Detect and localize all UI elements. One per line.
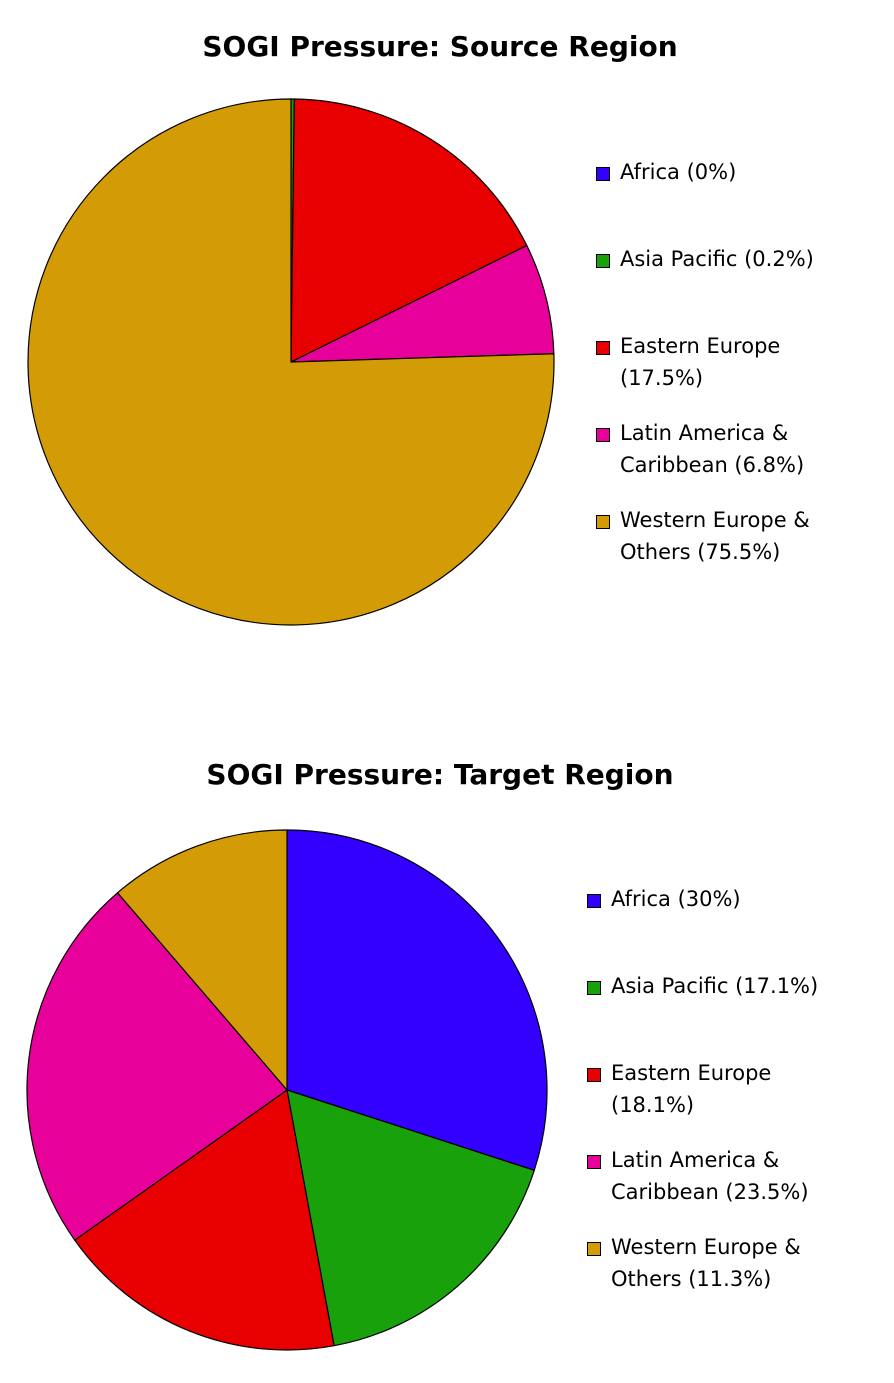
chart-title: SOGI Pressure: Source Region <box>202 30 678 63</box>
legend-swatch <box>596 428 610 442</box>
legend-swatch <box>587 894 601 908</box>
legend-swatch <box>587 1068 601 1082</box>
legend-label: Latin America & Caribbean (23.5%) <box>611 1148 809 1204</box>
pie-slice <box>290 244 555 363</box>
legend-swatch <box>596 167 610 181</box>
pie-slice <box>26 892 288 1241</box>
pie-slice <box>116 829 288 1091</box>
legend-swatch <box>587 981 601 995</box>
pie-slice <box>27 98 555 626</box>
pie-slice <box>286 1089 535 1347</box>
source-region-chart: SOGI Pressure: Source Region Africa (0%)… <box>0 0 894 680</box>
legend-swatch <box>596 341 610 355</box>
target-region-chart: SOGI Pressure: Target Region Africa (30%… <box>0 730 894 1383</box>
source-pie <box>27 98 555 626</box>
legend-label: Eastern Europe (18.1%) <box>611 1061 772 1117</box>
pie-slice <box>290 98 528 363</box>
legend-label: Africa (0%) <box>620 160 737 184</box>
legend-label: Western Europe & Others (75.5%) <box>620 508 810 564</box>
legend-swatch <box>587 1155 601 1169</box>
chart-title: SOGI Pressure: Target Region <box>206 758 674 791</box>
legend-swatch <box>596 254 610 268</box>
legend-label: Africa (30%) <box>611 887 741 911</box>
pie-slice <box>74 1089 335 1351</box>
legend-label: Asia Pacific (0.2%) <box>620 247 814 271</box>
target-pie <box>26 829 548 1351</box>
legend-swatch <box>596 515 610 529</box>
legend-swatch <box>587 1242 601 1256</box>
legend-label: Latin America & Caribbean (6.8%) <box>620 421 805 477</box>
pie-slice <box>286 829 548 1171</box>
legend-label: Western Europe & Others (11.3%) <box>611 1235 801 1291</box>
legend-label: Eastern Europe (17.5%) <box>620 334 781 390</box>
legend-label: Asia Pacific (17.1%) <box>611 974 819 998</box>
